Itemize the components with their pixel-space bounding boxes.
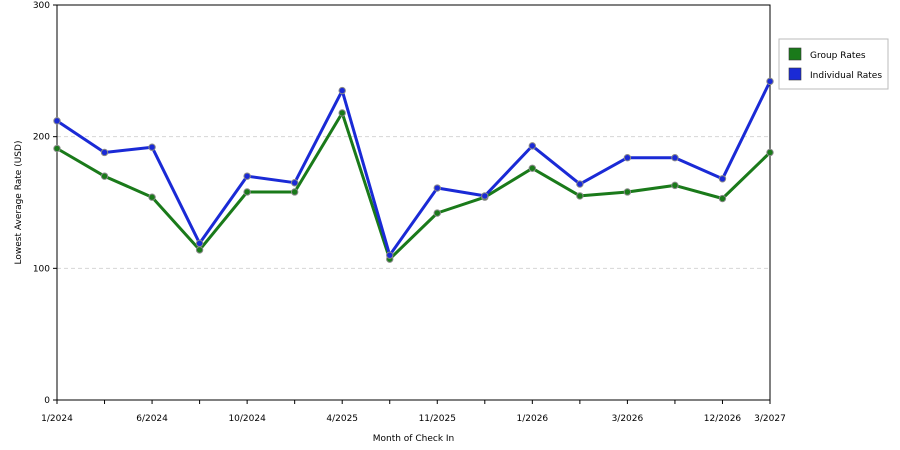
data-point [53, 117, 61, 125]
data-point [766, 77, 774, 86]
legend-box [778, 38, 889, 90]
x-tick-label: 1/2024 [41, 414, 73, 424]
data-point [338, 109, 346, 117]
series-line [56, 111, 772, 261]
data-point [243, 172, 251, 180]
legend-swatch [788, 47, 802, 61]
y-tick-label: 100 [33, 264, 50, 274]
x-tick-label: 6/2024 [136, 414, 168, 424]
data-point [671, 181, 679, 190]
data-point [53, 144, 61, 153]
data-point [386, 251, 394, 259]
data-point [576, 180, 584, 188]
x-tick-label: 3/2027 [754, 414, 786, 424]
data-point [718, 175, 727, 183]
data-point [481, 192, 489, 200]
y-tick-label: 0 [44, 396, 50, 406]
data-point [290, 188, 299, 196]
data-point [148, 193, 156, 201]
legend-swatch [788, 67, 802, 81]
y-tick-label: 200 [33, 133, 50, 143]
data-point [433, 209, 441, 217]
data-point [100, 148, 109, 157]
x-tick-label: 12/2026 [704, 414, 742, 424]
data-point [671, 154, 679, 162]
data-point [528, 164, 537, 172]
data-point [338, 86, 346, 95]
data-point [433, 184, 441, 192]
y-axis: 0 100 200 300 [33, 1, 57, 406]
data-point [623, 154, 632, 162]
data-point [195, 246, 204, 254]
data-point [195, 239, 204, 248]
legend-label: Individual Rates [810, 71, 882, 81]
data-point [243, 188, 251, 196]
series-line [56, 80, 772, 257]
x-tick-label: 3/2026 [612, 414, 644, 424]
data-point [623, 188, 632, 196]
data-point [290, 179, 299, 187]
data-point [528, 142, 537, 150]
x-axis-title: Month of Check In [373, 434, 455, 444]
series-1 [53, 109, 774, 263]
y-axis-title: Lowest Average Rate (USD) [14, 141, 24, 265]
y-tick-label: 300 [33, 1, 50, 11]
legend: Group Rates Individual Rates [778, 38, 889, 90]
x-tick-label: 10/2024 [228, 414, 266, 424]
series-2 [53, 77, 774, 259]
data-point [718, 194, 727, 203]
plot-area [56, 4, 771, 401]
data-point [576, 192, 584, 200]
legend-label: Group Rates [810, 51, 866, 61]
x-tick-label: 1/2026 [516, 414, 548, 424]
x-tick-label: 4/2025 [326, 414, 358, 424]
series-group [53, 77, 774, 263]
x-tick-label: 11/2025 [419, 414, 456, 424]
x-axis: 1/2024 6/2024 10/2024 4/2025 11/2025 1/2026 3/… [41, 400, 786, 424]
data-point [148, 143, 156, 151]
data-point [766, 148, 774, 157]
data-point [100, 172, 109, 180]
